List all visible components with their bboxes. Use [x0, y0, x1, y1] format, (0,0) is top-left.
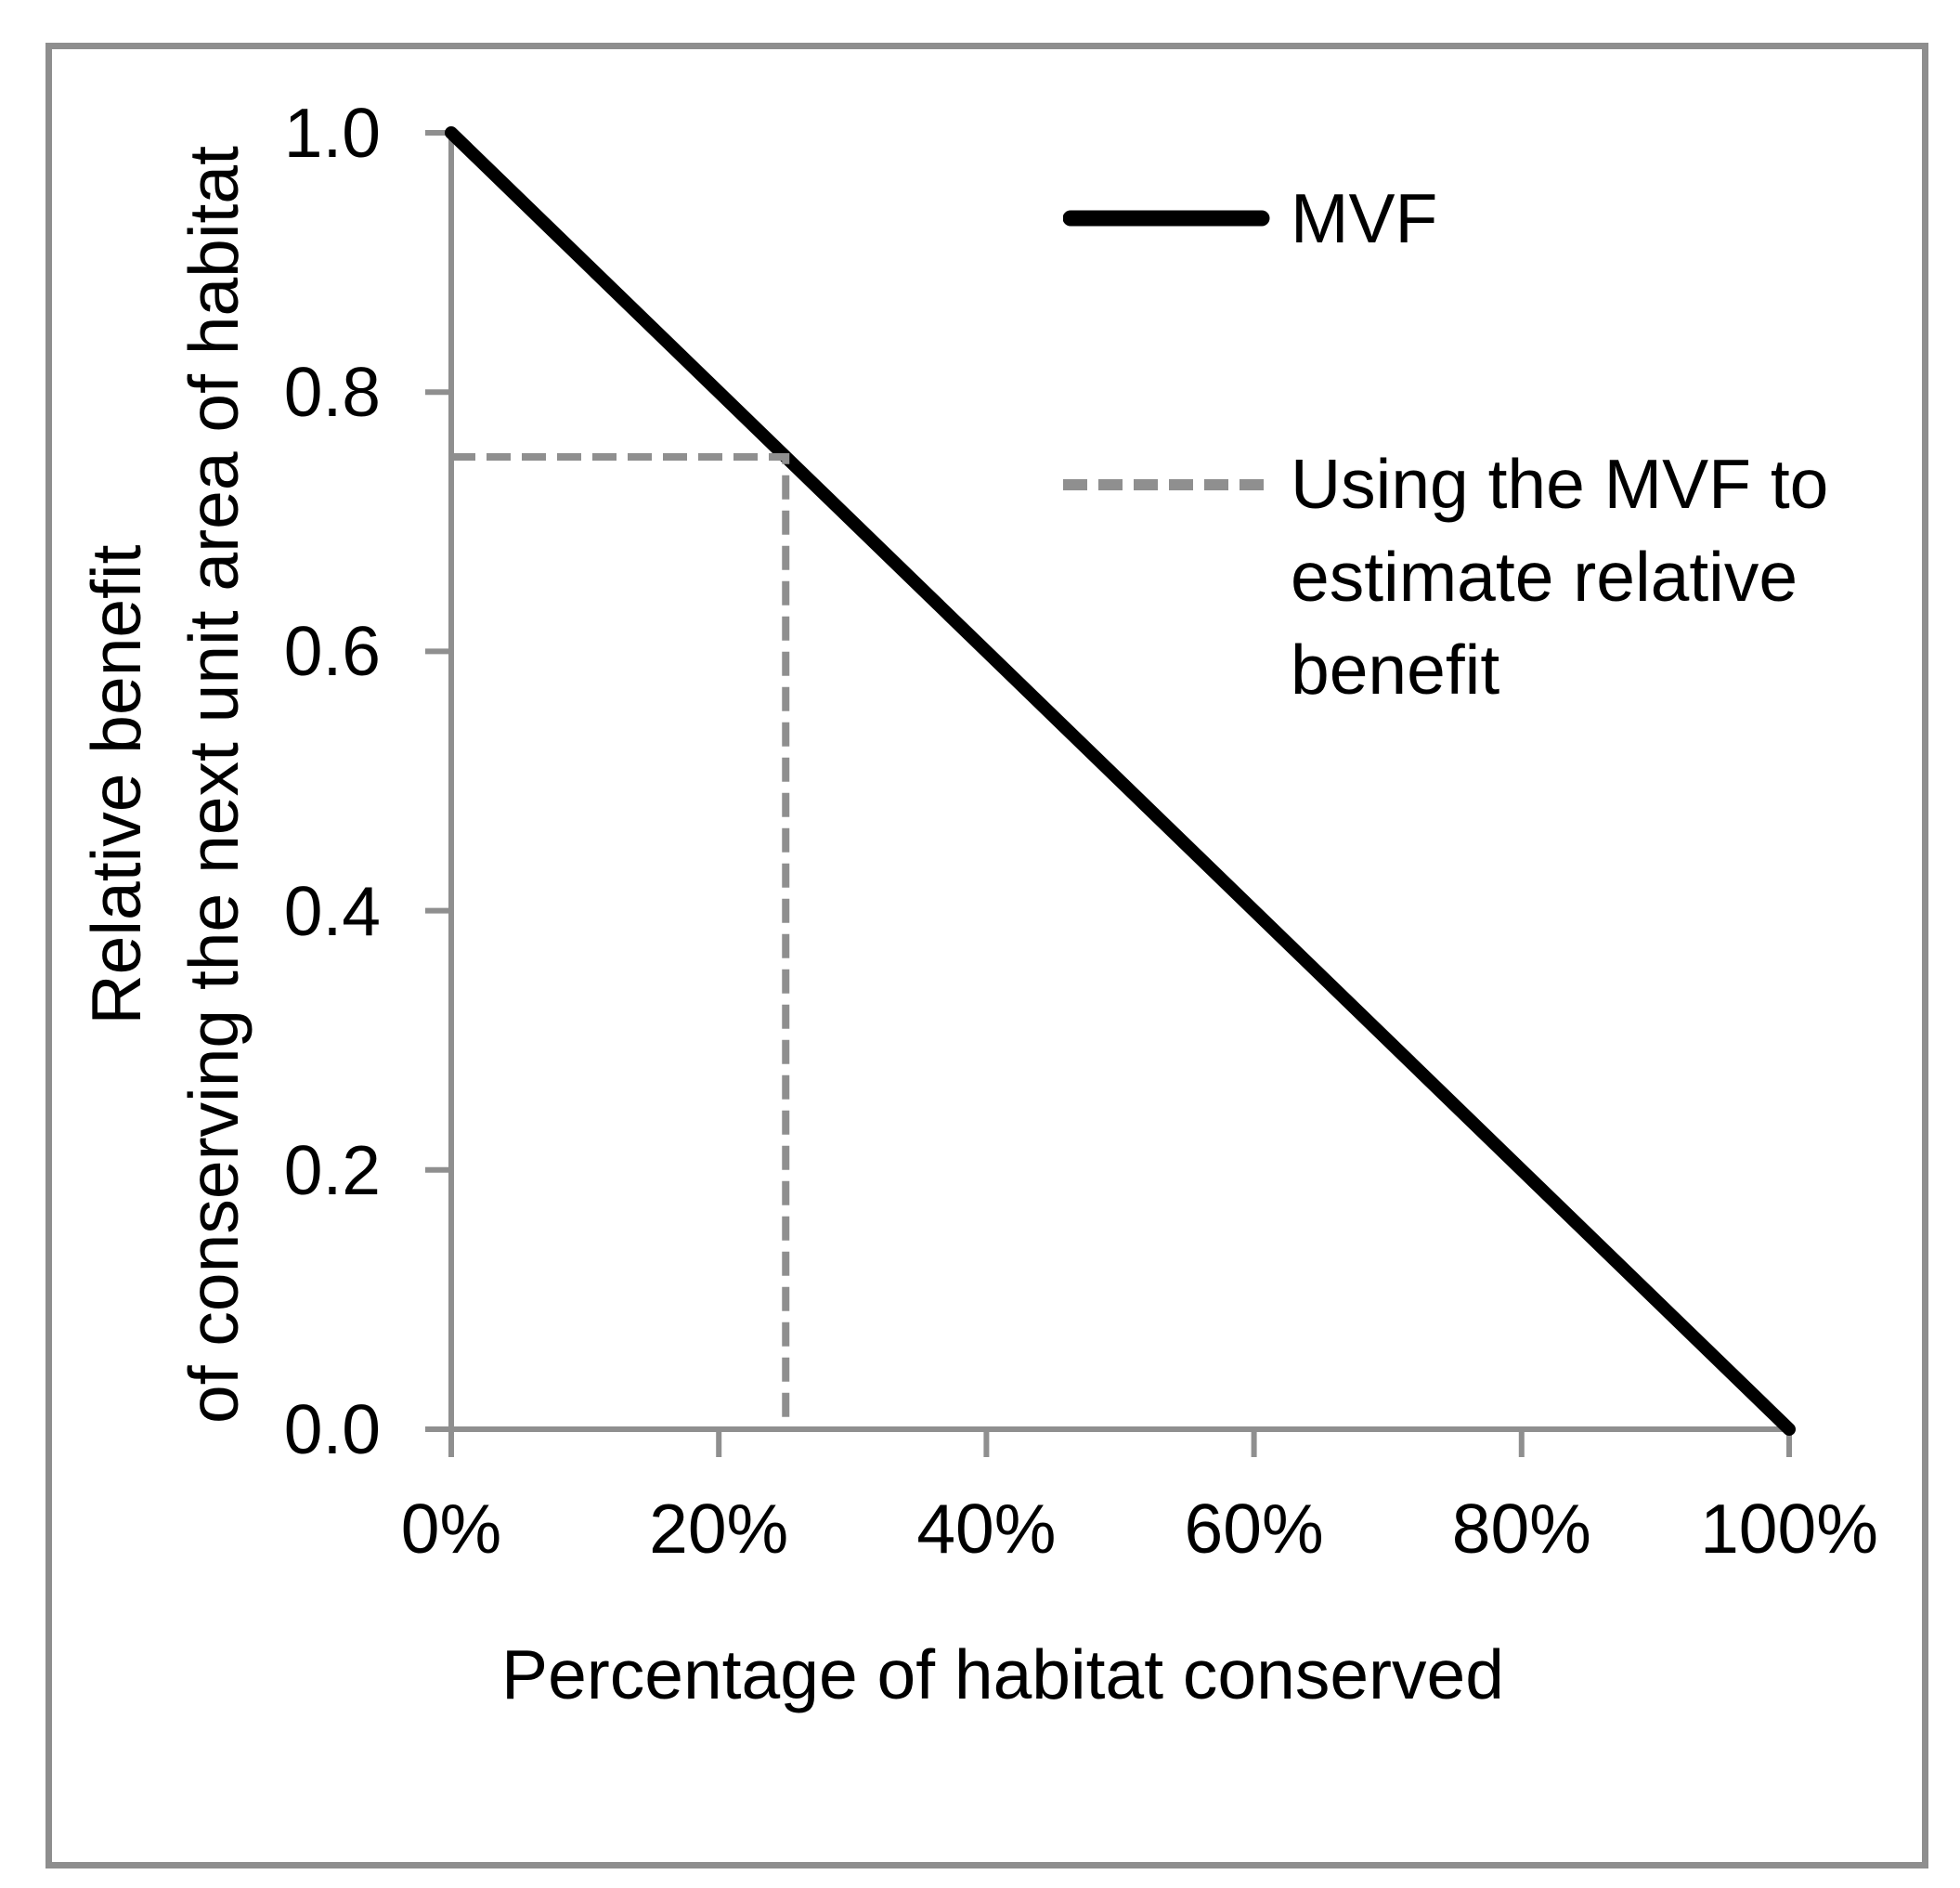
legend-dashed-label-line-1: Using the MVF to	[1291, 445, 1829, 523]
y-tick-label: 1.0	[283, 94, 381, 172]
y-axis-title: Relative benefit of conserving the next …	[68, 0, 263, 1667]
legend-dashed-line-sample-icon	[1063, 479, 1269, 490]
x-axis-title: Percentage of habitat conserved	[501, 1635, 1504, 1713]
y-tick-label: 0.2	[283, 1130, 381, 1209]
y-tick-label: 0.4	[283, 871, 381, 950]
y-axis-title-line-2: of conserving the next unit area of habi…	[175, 146, 253, 1424]
x-tick-label: 60%	[1184, 1490, 1324, 1568]
legend-mvf-label: MVF	[1291, 179, 1438, 257]
y-tick-label: 0.0	[283, 1390, 381, 1468]
x-tick-label: 0%	[400, 1490, 502, 1568]
legend-dashed-label-line-3: benefit	[1291, 631, 1500, 709]
guide-dashed-line	[451, 453, 790, 1429]
x-tick-label: 20%	[649, 1490, 789, 1568]
y-axis-title-line-1: Relative benefit	[77, 544, 155, 1025]
x-tick-label: 100%	[1700, 1490, 1878, 1568]
legend-dashed-label-line-2: estimate relative	[1291, 538, 1798, 616]
chart-outer-border	[45, 43, 1928, 1868]
mvf-line	[445, 126, 1796, 1436]
y-tick-label: 0.6	[283, 612, 381, 691]
legend-dashed-label: Using the MVF to estimate relative benef…	[1291, 437, 1828, 716]
legend-mvf-line-sample-icon	[1063, 210, 1270, 227]
x-tick-label: 80%	[1451, 1490, 1591, 1568]
y-tick-label: 0.8	[283, 353, 381, 432]
x-tick-label: 40%	[916, 1490, 1057, 1568]
